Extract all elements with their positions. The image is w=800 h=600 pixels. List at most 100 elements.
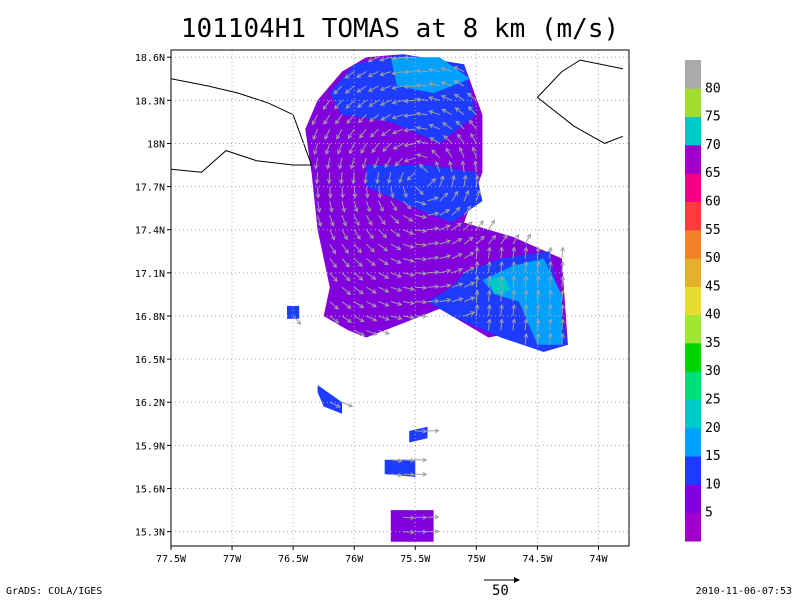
wind-vector-head bbox=[466, 92, 472, 98]
wind-vector-head bbox=[409, 272, 415, 277]
wind-vector-head bbox=[486, 303, 492, 309]
wind-vector bbox=[415, 243, 427, 246]
wind-vector bbox=[416, 70, 428, 73]
wind-vector bbox=[469, 120, 477, 130]
storm-east-arm-25 bbox=[488, 275, 511, 295]
wind-vector-head bbox=[315, 193, 321, 199]
wind-vector bbox=[353, 329, 365, 336]
wind-vector bbox=[378, 243, 388, 252]
wind-vector bbox=[462, 161, 465, 173]
wind-vector bbox=[561, 261, 564, 273]
coastlines bbox=[171, 59, 624, 173]
wind-vector-head bbox=[523, 260, 529, 266]
storm-south-patch-1 bbox=[317, 385, 342, 414]
wind-vector-head bbox=[345, 276, 351, 282]
wind-vector bbox=[390, 214, 399, 224]
wind-vector-head bbox=[560, 318, 565, 324]
wind-vector-head bbox=[511, 289, 517, 295]
wind-vector-head bbox=[385, 330, 391, 335]
wind-vector bbox=[407, 171, 416, 181]
wind-vector bbox=[488, 235, 496, 245]
wind-vector-head bbox=[445, 147, 450, 153]
wind-vector bbox=[488, 261, 491, 273]
wind-vector-head bbox=[377, 193, 383, 199]
y-tick-label: 16.8N bbox=[135, 312, 165, 323]
wind-vector bbox=[353, 301, 364, 309]
wind-vector bbox=[392, 85, 404, 89]
wind-vector-head bbox=[434, 269, 440, 275]
wind-vector-head bbox=[486, 246, 492, 252]
wind-vector bbox=[337, 143, 343, 154]
wind-vector-head bbox=[369, 234, 374, 240]
wind-vector bbox=[414, 186, 424, 195]
wind-vector-head bbox=[391, 56, 397, 61]
wind-vector-head bbox=[473, 160, 478, 166]
wind-vector-head bbox=[499, 260, 504, 266]
wind-vector bbox=[339, 157, 343, 169]
wind-vector bbox=[427, 227, 439, 231]
wind-vector-head bbox=[440, 81, 446, 86]
storm-south-patch-3 bbox=[384, 459, 416, 477]
wind-vector bbox=[402, 200, 412, 210]
wind-vector bbox=[341, 301, 352, 309]
wind-vector-head bbox=[457, 133, 462, 139]
wind-vector bbox=[378, 329, 390, 335]
wind-vector-head bbox=[458, 297, 464, 302]
wind-vector bbox=[327, 157, 331, 169]
wind-vector bbox=[488, 319, 491, 331]
wind-vector-head bbox=[360, 149, 365, 155]
wind-vector-head bbox=[548, 289, 553, 295]
storm-north-band-20 bbox=[390, 57, 471, 94]
wind-vector-head bbox=[440, 95, 446, 100]
wind-vector-head bbox=[431, 178, 437, 183]
wind-vector bbox=[500, 290, 503, 302]
wind-vector-head bbox=[394, 219, 400, 224]
wind-vector bbox=[390, 301, 402, 306]
colorbar-swatch bbox=[685, 201, 701, 231]
wind-vector-head bbox=[548, 275, 553, 281]
jamaica-coast bbox=[171, 78, 313, 173]
wind-vector-head bbox=[422, 313, 428, 319]
wind-vector bbox=[341, 186, 344, 198]
wind-vector bbox=[353, 186, 356, 198]
haiti-south-coast bbox=[537, 97, 624, 144]
wind-vector-head bbox=[313, 164, 319, 170]
wind-vector-head bbox=[410, 529, 416, 535]
wind-vector bbox=[451, 238, 462, 245]
wind-vector-head bbox=[511, 260, 517, 266]
wind-vector bbox=[341, 243, 349, 254]
wind-vector-head bbox=[468, 236, 474, 242]
wind-vector bbox=[549, 304, 552, 317]
wind-vector bbox=[341, 229, 348, 240]
wind-vector-head bbox=[464, 189, 470, 195]
wind-vector bbox=[353, 215, 360, 226]
wind-vector-head bbox=[344, 249, 349, 254]
wind-vector-head bbox=[335, 119, 340, 125]
wind-vector-head bbox=[434, 298, 440, 304]
y-tick-label: 15.6N bbox=[135, 484, 165, 495]
colorbar-label: 5 bbox=[705, 506, 713, 521]
wind-vector bbox=[292, 315, 301, 325]
wind-vector-head bbox=[433, 196, 439, 201]
wind-vector-head bbox=[535, 332, 541, 338]
wind-vector bbox=[524, 319, 527, 331]
wind-vector-head bbox=[474, 260, 480, 266]
wind-vector bbox=[366, 329, 377, 336]
wind-vector-head bbox=[409, 230, 415, 235]
wind-vector bbox=[427, 197, 439, 202]
wind-vector bbox=[416, 84, 428, 87]
wind-vector bbox=[341, 258, 350, 268]
wind-vector-head bbox=[403, 193, 408, 198]
wind-vector bbox=[373, 157, 380, 169]
wind-vector bbox=[475, 190, 481, 202]
wind-vector bbox=[369, 99, 379, 107]
wind-vector bbox=[435, 161, 441, 173]
wind-vector bbox=[415, 200, 426, 205]
wind-vector bbox=[402, 229, 414, 235]
wind-vector bbox=[365, 200, 371, 212]
wind-vector-head bbox=[355, 221, 360, 227]
wind-vector-head bbox=[462, 174, 468, 180]
wind-vector bbox=[378, 229, 387, 238]
wind-vector bbox=[358, 114, 367, 123]
grid-lines bbox=[171, 50, 629, 546]
